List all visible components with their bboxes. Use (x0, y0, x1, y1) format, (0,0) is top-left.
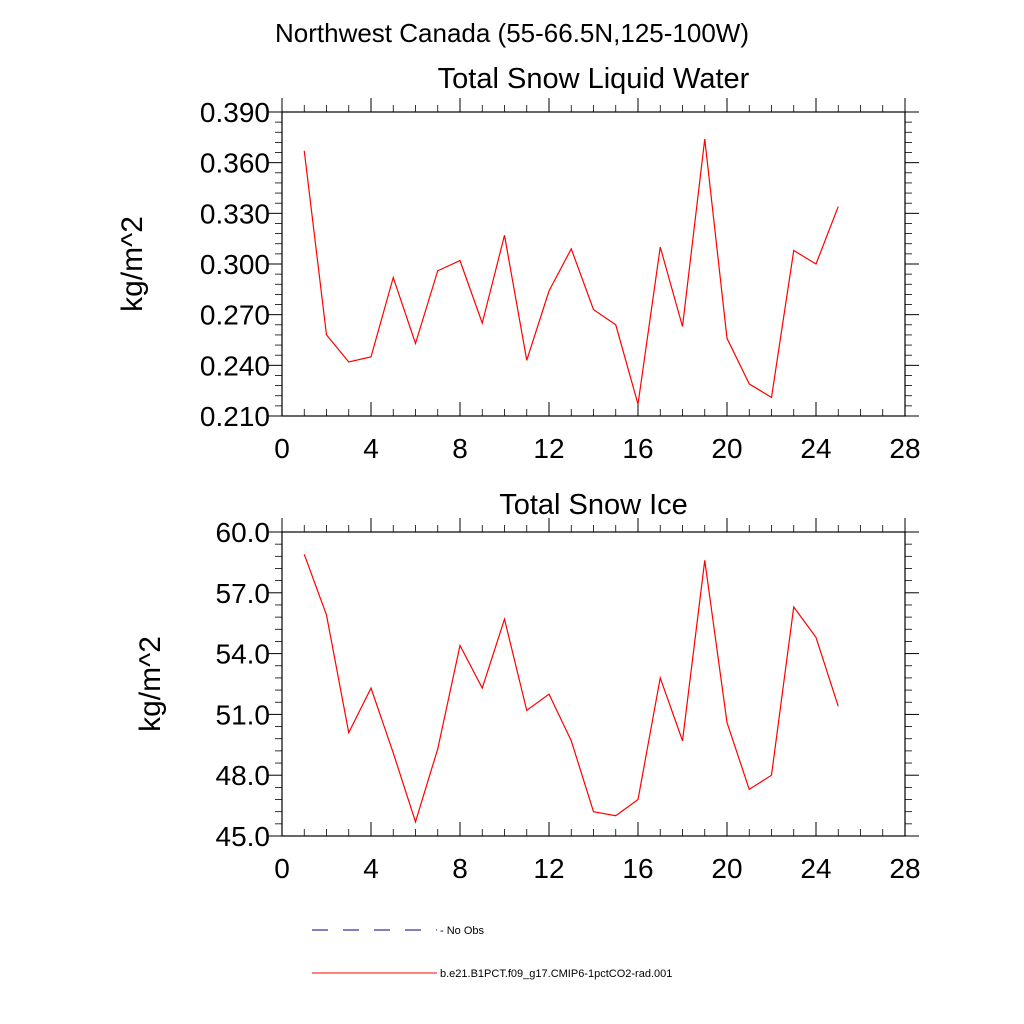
legend: - No Obs b.e21.B1PCT.f09_g17.CMIP6-1pctCO… (312, 925, 672, 980)
y-tick-label: 0.360 (200, 148, 270, 179)
series-line (303, 138, 839, 405)
y-tick-label: 57.0 (216, 578, 271, 609)
x-tick-label: 28 (889, 433, 920, 464)
panel-snow-liquid-water: Total Snow Liquid Water kg/m^2 0 4 8 12 16 20 24… (116, 63, 921, 464)
x-tick-label: 24 (800, 433, 831, 464)
x-tick-label: 4 (363, 853, 379, 884)
panel-snow-ice: Total Snow Ice kg/m^2 0 4 8 12 16 20 24 28 45.0 48.… (134, 489, 921, 884)
x-tick-label: 12 (533, 433, 564, 464)
x-tick-label: 20 (711, 853, 742, 884)
x-tick-label: 8 (452, 433, 468, 464)
y-axis-label: kg/m^2 (116, 216, 149, 312)
plot-frame (281, 531, 906, 837)
x-tick-label: 0 (274, 433, 290, 464)
x-tick-label: 8 (452, 853, 468, 884)
plot-frame (281, 111, 906, 417)
y-axis-label: kg/m^2 (134, 636, 167, 732)
series-line (303, 554, 839, 824)
y-tick-label: 54.0 (216, 639, 271, 670)
y-tick-label: 0.390 (200, 97, 270, 128)
y-tick-label: 60.0 (216, 517, 271, 548)
x-tick-label: 16 (622, 853, 653, 884)
y-tick-label: 51.0 (216, 699, 271, 730)
x-tick-label: 24 (800, 853, 831, 884)
y-tick-label: 0.210 (200, 401, 270, 432)
panel-title: Total Snow Ice (499, 489, 688, 521)
legend-label: - No Obs (440, 925, 485, 937)
y-tick-label: 48.0 (216, 760, 271, 791)
y-tick-label: 0.270 (200, 300, 270, 331)
x-tick-label: 0 (274, 853, 290, 884)
x-tick-label: 12 (533, 853, 564, 884)
x-tick-label: 20 (711, 433, 742, 464)
y-tick-label: 45.0 (216, 821, 271, 852)
x-tick-label: 16 (622, 433, 653, 464)
panel-title: Total Snow Liquid Water (438, 63, 750, 95)
y-tick-label: 0.240 (200, 350, 270, 381)
legend-label: b.e21.B1PCT.f09_g17.CMIP6-1pctCO2-rad.00… (440, 968, 672, 980)
x-tick-label: 4 (363, 433, 379, 464)
y-tick-label: 0.300 (200, 249, 270, 280)
y-tick-label: 0.330 (200, 198, 270, 229)
figure-suptitle: Northwest Canada (55-66.5N,125-100W) (275, 18, 749, 48)
x-tick-label: 28 (889, 853, 920, 884)
